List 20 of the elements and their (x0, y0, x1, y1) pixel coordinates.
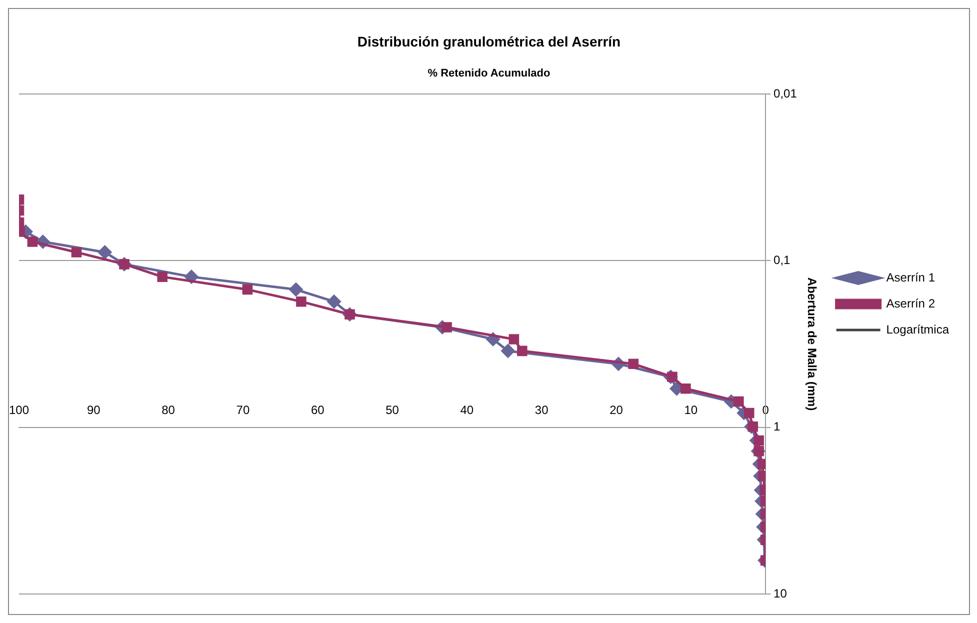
y-tick-label: 1 (774, 420, 781, 434)
x-tick-label: 70 (236, 402, 250, 417)
legend-label: Logarítmica (886, 322, 950, 336)
x-tick-label: 30 (534, 402, 549, 417)
y-tick-label: 0,01 (774, 86, 798, 100)
x-tick-label: 80 (162, 402, 176, 417)
y-tick-label: 0,1 (774, 252, 791, 267)
x-axis-title: % Retenido Acumulado (428, 67, 550, 80)
legend-label: Aserrín 2 (886, 296, 936, 310)
x-tick-label: 20 (610, 402, 624, 417)
chart-title: Distribución granulométrica del Aserrín (357, 33, 621, 50)
x-tick-label: 100 (8, 402, 30, 417)
y-axis-title: Abertura de Malla (mm) (804, 277, 819, 411)
y-tick-label: 10 (774, 586, 788, 600)
x-tick-label: 90 (86, 402, 101, 417)
x-tick-label: 10 (684, 402, 698, 417)
x-tick-label: 50 (386, 402, 400, 417)
x-tick-label: 60 (310, 402, 325, 417)
legend-label: Aserrín 1 (886, 270, 936, 284)
x-tick-label: 40 (460, 402, 474, 417)
